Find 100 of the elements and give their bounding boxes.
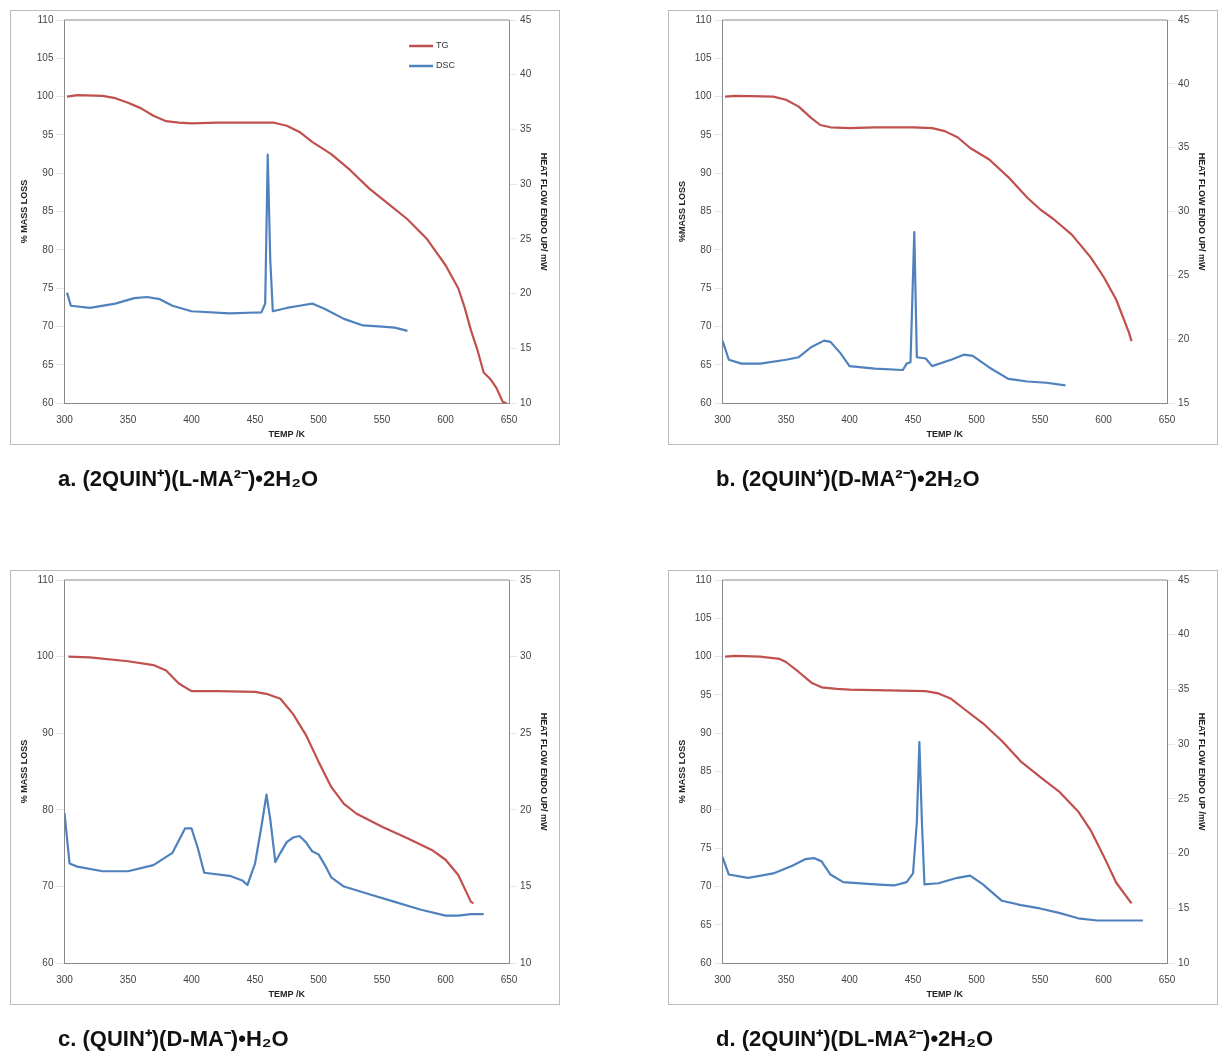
y-tick-label: 85 [700, 205, 712, 217]
y-tick-label: 90 [42, 167, 54, 179]
y2-tick-label: 15 [1178, 902, 1190, 914]
y-tick-label: 80 [700, 803, 712, 815]
x-axis-title: TEMP /K [926, 989, 964, 1000]
y2-tick-label: 35 [520, 123, 532, 135]
y2-tick-label: 15 [520, 880, 532, 892]
y2-tick-label: 30 [520, 650, 532, 662]
y-tick-label: 80 [42, 243, 54, 255]
y-tick-label: 110 [695, 573, 712, 585]
y2-axis-title: HEAT FLOW ENDO UP/ mW [539, 712, 550, 832]
y-tick-label: 110 [37, 573, 54, 585]
y2-tick-label: 35 [1178, 683, 1190, 695]
y2-tick-label: 25 [520, 727, 532, 739]
y-tick-label: 95 [42, 128, 54, 140]
y-tick-label: 60 [700, 956, 712, 968]
y2-tick-label: 20 [520, 803, 532, 815]
y-tick-label: 65 [42, 358, 54, 370]
y-axis-title: % MASS LOSS [18, 739, 29, 804]
x-axis-title: TEMP /K [926, 429, 964, 440]
y2-tick-label: 15 [520, 342, 532, 354]
x-tick-label: 450 [246, 973, 264, 985]
y-tick-label: 70 [42, 880, 54, 892]
x-tick-label: 400 [183, 973, 201, 985]
legend-label: TG [436, 40, 449, 51]
y-tick-label: 70 [700, 320, 712, 332]
y2-tick-label: 30 [1178, 205, 1190, 217]
y-tick-label: 90 [700, 167, 712, 179]
y-tick-label: 90 [42, 727, 54, 739]
y-tick-label: 60 [42, 956, 54, 968]
x-tick-label: 600 [437, 973, 455, 985]
x-tick-label: 350 [777, 973, 795, 985]
y2-tick-label: 45 [520, 13, 532, 25]
y2-tick-label: 45 [1178, 573, 1190, 585]
x-tick-label: 500 [968, 973, 986, 985]
y2-tick-label: 40 [520, 68, 532, 80]
y-tick-label: 75 [700, 281, 712, 293]
y2-tick-label: 35 [1178, 141, 1190, 153]
y2-tick-label: 30 [1178, 737, 1190, 749]
x-tick-label: 300 [56, 973, 74, 985]
y-tick-label: 105 [694, 52, 712, 64]
y-tick-label: 110 [695, 13, 712, 25]
y2-tick-label: 10 [520, 396, 532, 408]
y-tick-label: 100 [36, 90, 54, 102]
y-tick-label: 85 [700, 765, 712, 777]
legend-label: DSC [436, 60, 456, 71]
x-tick-label: 400 [841, 413, 859, 425]
y-tick-label: 60 [42, 396, 54, 408]
text: d. (2QUIN⁺)(DL-MA²⁻)•2H₂O [716, 1025, 994, 1052]
x-tick-label: 450 [904, 973, 922, 985]
y2-axis-title: HEAT FLOW ENDO UP/ mW [539, 152, 550, 272]
y2-tick-label: 20 [520, 287, 532, 299]
y2-tick-label: 45 [1178, 13, 1190, 25]
y-tick-label: 70 [42, 320, 54, 332]
y2-tick-label: 20 [1178, 333, 1190, 345]
y-axis-title: % MASS LOSS [676, 739, 687, 804]
x-tick-label: 600 [1095, 973, 1113, 985]
x-tick-label: 550 [1031, 413, 1049, 425]
x-tick-label: 300 [714, 413, 732, 425]
x-tick-label: 300 [714, 973, 732, 985]
y2-tick-label: 25 [1178, 792, 1190, 804]
y-tick-label: 95 [700, 688, 712, 700]
text: a. (2QUIN⁺)(L-MA²⁻)•2H₂O [58, 465, 319, 492]
x-tick-label: 550 [373, 973, 391, 985]
y2-tick-label: 40 [1178, 628, 1190, 640]
x-tick-label: 450 [904, 413, 922, 425]
y-tick-label: 90 [700, 727, 712, 739]
y2-tick-label: 40 [1178, 77, 1190, 89]
x-tick-label: 350 [119, 413, 137, 425]
y-axis-title: %MASS LOSS [676, 181, 687, 243]
x-tick-label: 350 [119, 973, 137, 985]
y2-tick-label: 25 [1178, 269, 1190, 281]
x-tick-label: 450 [246, 413, 264, 425]
x-tick-label: 650 [1158, 413, 1176, 425]
y2-tick-label: 15 [1178, 396, 1190, 408]
y2-tick-label: 20 [1178, 847, 1190, 859]
text: c. (QUIN⁺)(D-MA⁻)•H₂O [58, 1025, 289, 1052]
y-tick-label: 70 [700, 880, 712, 892]
y2-tick-label: 35 [520, 573, 532, 585]
x-tick-label: 500 [310, 973, 328, 985]
y-tick-label: 75 [700, 841, 712, 853]
y-tick-label: 105 [694, 612, 712, 624]
y-tick-label: 105 [36, 52, 54, 64]
y-tick-label: 85 [42, 205, 54, 217]
y-tick-label: 95 [700, 128, 712, 140]
y2-tick-label: 30 [520, 177, 532, 189]
x-tick-label: 600 [1095, 413, 1113, 425]
x-tick-label: 550 [1031, 973, 1049, 985]
y-tick-label: 100 [694, 90, 712, 102]
x-axis-title: TEMP /K [268, 429, 306, 440]
x-tick-label: 550 [373, 413, 391, 425]
y-tick-label: 110 [37, 13, 54, 25]
y-tick-label: 100 [36, 650, 54, 662]
x-tick-label: 300 [56, 413, 74, 425]
y-tick-label: 80 [700, 243, 712, 255]
y-tick-label: 75 [42, 281, 54, 293]
y2-tick-label: 10 [520, 956, 532, 968]
y2-tick-label: 25 [520, 232, 532, 244]
y-tick-label: 100 [694, 650, 712, 662]
x-tick-label: 650 [500, 413, 518, 425]
